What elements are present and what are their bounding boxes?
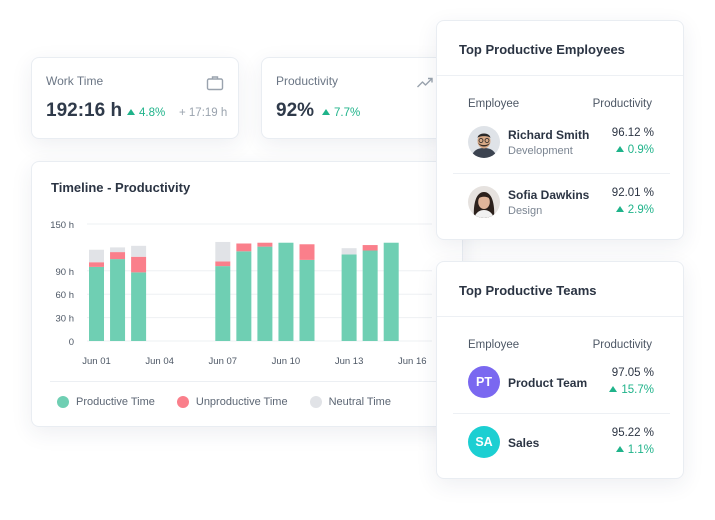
bar-segment-unproductive [131,256,147,273]
top-employees-title: Top Productive Employees [459,42,625,57]
bar-segment-unproductive [362,245,378,251]
work-time-delta: 4.8% [127,107,165,119]
x-tick-label: Jun 13 [335,356,364,367]
team-delta: 15.7% [609,384,654,396]
trend-up-icon [417,77,433,88]
x-tick-label: Jun 01 [82,356,111,367]
header-divider [437,75,683,76]
bar-segment-neutral [341,248,357,255]
row-divider [453,413,670,414]
bar-segment-neutral [215,241,231,262]
bar-segment-productive [383,242,399,341]
productivity-label: Productivity [276,74,339,88]
bar-segment-productive [110,259,126,341]
team-name: Sales [508,436,540,450]
employee-name: Richard Smith [508,128,590,142]
bar-segment-unproductive [110,252,126,260]
team-avatar: PT [468,366,500,398]
team-productivity: 95.22 % [611,427,654,439]
x-tick-label: Jun 16 [398,356,427,367]
avatar-richard-smith [468,126,500,158]
employee-delta: 2.9% [615,204,654,216]
x-tick-label: Jun 07 [209,356,238,367]
chart-legend: Productive Time Unproductive Time Neutra… [57,396,413,408]
team-productivity: 97.05 % [611,367,654,379]
legend-unproductive[interactable]: Unproductive Time [176,396,288,408]
y-tick-label: 90 h [56,267,75,278]
bar-segment-productive [341,254,357,341]
bar-segment-productive [236,251,252,341]
employee-productivity: 96.12 % [611,127,654,139]
legend-productive[interactable]: Productive Time [57,396,155,408]
employee-department: Development [508,145,573,157]
header-divider [437,316,683,317]
row-divider [453,173,670,174]
x-tick-label: Jun 04 [145,356,174,367]
timeline-title: Timeline - Productivity [51,180,191,195]
bar-segment-productive [215,266,231,341]
timeline-chart: 0 30 h 60 h 90 h 150 h Jun 01 Jun 04 Jun 07 Jun … [50,220,432,367]
employee-column-header: Employee [468,98,520,110]
up-arrow-icon [322,109,330,115]
timeline-card: Timeline - Productivity 0 30 h 60 h 90 h 150… [31,161,463,427]
top-teams-title: Top Productive Teams [459,283,597,298]
team-name: Product Team [508,376,588,390]
y-tick-label: 60 h [56,290,75,301]
bar-segment-productive [362,250,378,341]
legend-neutral-swatch [309,396,322,408]
employee-department: Design [508,205,543,217]
bar-segment-neutral [89,249,104,263]
bar-segment-productive [257,246,273,341]
up-arrow-icon [615,446,624,452]
bar-segment-neutral [131,245,147,257]
employee-row[interactable]: Sofia Dawkins Design 92.01 % 2.9% [453,173,670,233]
legend-neutral[interactable]: Neutral Time [309,396,391,408]
work-time-label: Work Time [46,74,104,88]
bar-segment-unproductive [215,261,231,267]
top-teams-card: Top Productive Teams Employee Productivi… [436,261,684,479]
briefcase-icon [206,76,224,91]
bar-segment-unproductive [257,242,273,247]
team-avatar: SA [468,426,500,458]
employee-productivity: 92.01 % [611,187,654,199]
productivity-column-header: Productivity [592,98,652,110]
up-arrow-icon [127,109,135,115]
productivity-column-header: Productivity [592,339,652,351]
work-time-extra: + 17:19 h [179,107,228,119]
top-employees-card: Top Productive Employees Employee Produc… [436,20,684,240]
bar-segment-unproductive [236,243,252,252]
productivity-value: 92% [276,100,315,121]
employee-row[interactable]: Richard Smith Development 96.12 % 0.9% [453,113,670,173]
work-time-value: 192:16 h [46,100,123,121]
team-row[interactable]: PT Product Team 97.05 % 15.7% [453,353,670,413]
legend-productive-swatch [57,396,69,408]
employee-name: Sofia Dawkins [508,188,590,202]
legend-divider [50,381,444,382]
legend-unproductive-swatch [176,396,189,408]
avatar-sofia-dawkins [468,186,500,218]
bar-segment-productive [131,272,147,341]
bar-segment-unproductive [299,244,315,260]
team-delta: 1.1% [615,444,654,456]
productivity-card: Productivity 92% 7.7% [261,57,449,139]
up-arrow-icon [615,206,624,212]
work-time-card: Work Time 192:16 h 4.8% + 17:19 h [31,57,239,139]
productivity-delta: 7.7% [322,107,360,119]
employee-column-header: Employee [468,339,520,351]
x-tick-label: Jun 10 [272,356,301,367]
bar-segment-productive [89,266,104,341]
bar-segment-neutral [110,247,126,253]
bar-segment-productive [278,242,294,341]
y-tick-label: 150 h [50,220,74,231]
bar-segment-productive [299,259,315,341]
up-arrow-icon [609,386,618,392]
y-tick-label: 30 h [56,314,75,325]
team-row[interactable]: SA Sales 95.22 % 1.1% [453,413,670,473]
up-arrow-icon [615,146,624,152]
employee-delta: 0.9% [615,144,654,156]
y-tick-label: 0 [69,337,74,348]
bar-segment-unproductive [89,262,104,267]
